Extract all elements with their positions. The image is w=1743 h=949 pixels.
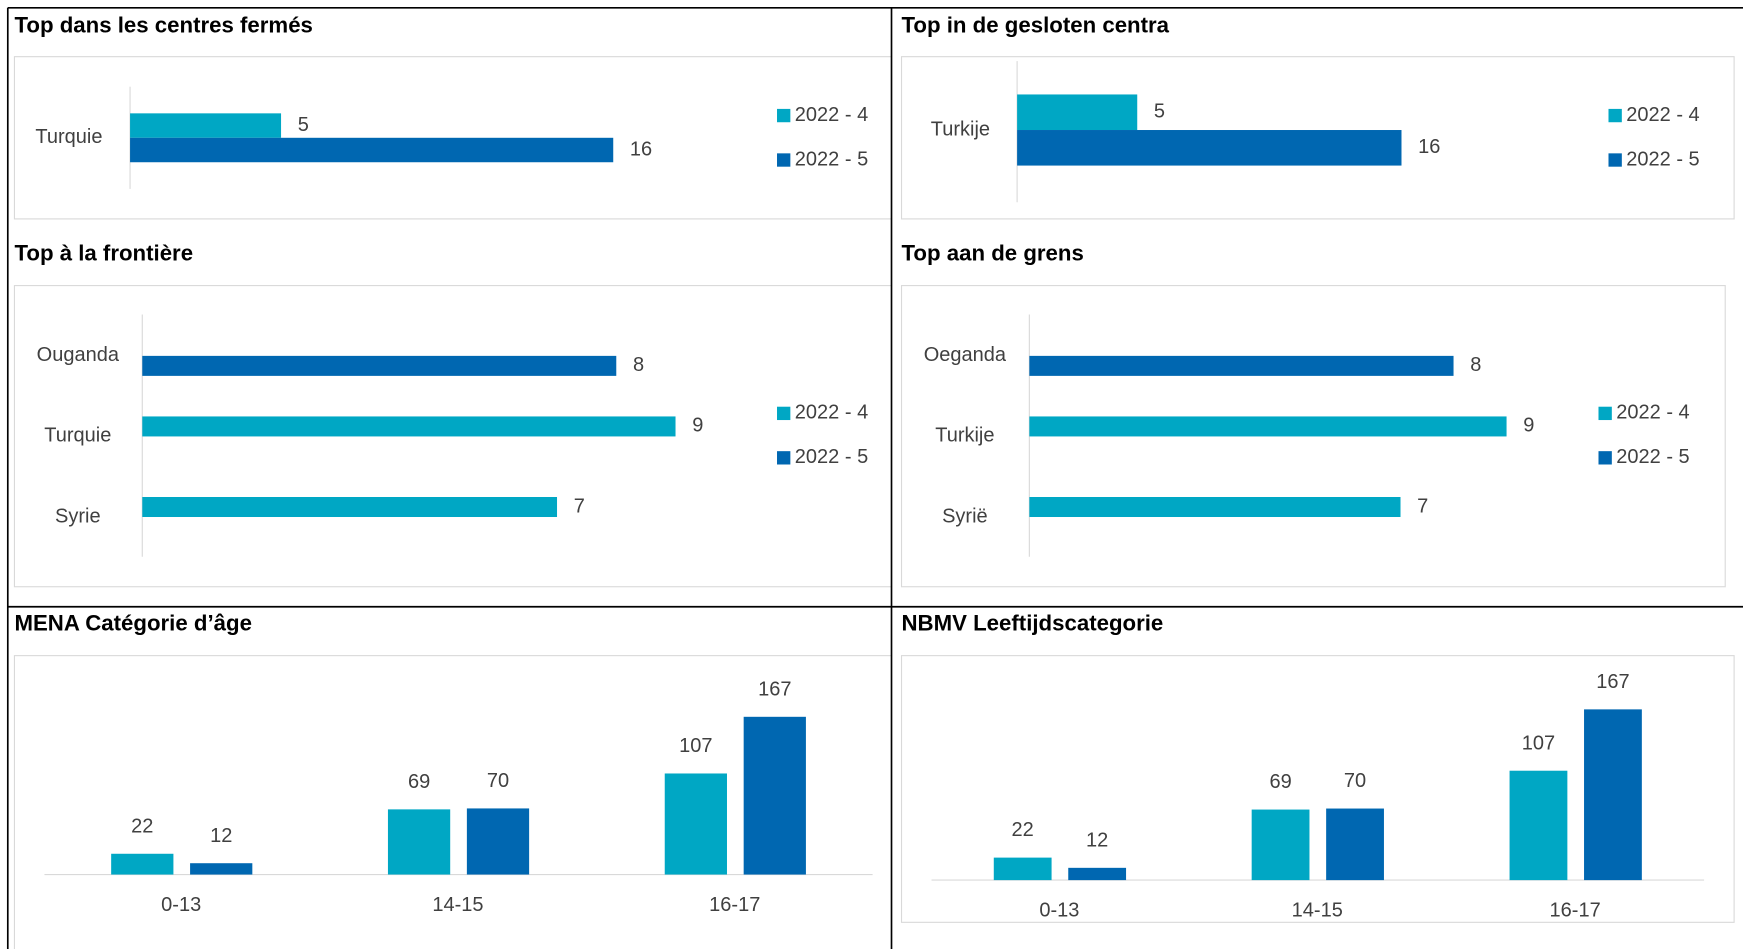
- legend-label: 2022 - 4: [1626, 104, 1699, 126]
- value-label: 69: [1269, 771, 1291, 793]
- bar: [1584, 709, 1642, 881]
- bar: [387, 809, 451, 875]
- category-label: Turquie: [35, 126, 102, 148]
- legend-label: 2022 - 5: [1616, 446, 1689, 468]
- legend-label: 2022 - 4: [795, 104, 868, 126]
- category-label: Turquie: [44, 425, 111, 447]
- bar: [1251, 809, 1310, 881]
- category-label: Turkije: [931, 118, 990, 140]
- value-label: 8: [633, 354, 644, 376]
- value-label: 9: [1523, 415, 1534, 437]
- chart-title: Top dans les centres fermés: [14, 13, 312, 38]
- category-label: Syrië: [942, 505, 988, 527]
- bar: [1017, 94, 1138, 131]
- bar: [1509, 770, 1568, 881]
- value-label: 7: [574, 495, 585, 517]
- category-label: Ouganda: [37, 344, 120, 366]
- bar: [190, 863, 253, 875]
- value-label: 5: [298, 114, 309, 136]
- legend-swatch: [777, 451, 791, 465]
- value-label: 22: [1012, 819, 1034, 841]
- bar: [142, 416, 676, 437]
- bar: [466, 808, 530, 875]
- bar: [142, 355, 617, 376]
- x-tick-label: 16-17: [1550, 900, 1601, 922]
- value-label: 16: [1418, 136, 1440, 158]
- value-label: 107: [679, 735, 712, 757]
- value-label: 12: [1086, 829, 1108, 851]
- chart-frame: [900, 285, 1726, 588]
- x-tick-label: 0-13: [161, 894, 201, 916]
- legend-swatch: [777, 153, 791, 167]
- bar: [1029, 497, 1401, 518]
- chart-title: Top in de gesloten centra: [902, 13, 1170, 38]
- bar: [664, 773, 727, 875]
- value-label: 107: [1522, 732, 1555, 754]
- chart-title: NBMV Leeftijdscategorie: [902, 610, 1164, 635]
- legend-swatch: [777, 108, 791, 123]
- chart-title: Top aan de grens: [902, 240, 1084, 265]
- panel-frames: [6, 6, 1743, 949]
- value-label: 167: [1596, 671, 1629, 693]
- value-label: 22: [131, 815, 153, 837]
- value-label: 5: [1154, 101, 1165, 123]
- value-label: 8: [1470, 354, 1481, 376]
- legend-label: 2022 - 5: [1626, 148, 1699, 170]
- bar: [111, 853, 174, 875]
- bar: [993, 857, 1052, 881]
- value-label: 16: [630, 138, 652, 160]
- legend-label: 2022 - 4: [795, 402, 868, 424]
- value-label: 9: [692, 415, 703, 437]
- legend-swatch: [1598, 406, 1612, 421]
- chart-frame: [900, 655, 1735, 923]
- x-tick-label: 14-15: [1292, 900, 1343, 922]
- bar: [130, 113, 282, 138]
- value-label: 167: [758, 678, 791, 700]
- value-label: 12: [210, 825, 232, 847]
- legend-label: 2022 - 5: [795, 446, 868, 468]
- bar: [130, 137, 614, 163]
- bar: [1017, 130, 1402, 166]
- x-tick-label: 16-17: [709, 894, 760, 916]
- chart-frame: [900, 56, 1735, 220]
- bar: [1068, 867, 1127, 881]
- bar: [142, 497, 558, 518]
- legend-swatch: [1608, 108, 1622, 123]
- category-label: Syrie: [55, 505, 101, 527]
- bar: [1029, 416, 1507, 437]
- x-tick-label: 14-15: [432, 894, 483, 916]
- legend-label: 2022 - 5: [795, 148, 868, 170]
- chart-title: MENA Catégorie d’âge: [14, 610, 251, 635]
- legend-swatch: [1598, 451, 1612, 465]
- x-tick-label: 0-13: [1039, 900, 1079, 922]
- value-label: 70: [487, 770, 509, 792]
- category-label: Turkije: [935, 425, 994, 447]
- category-label: Oeganda: [924, 344, 1007, 366]
- value-label: 70: [1344, 770, 1366, 792]
- bar: [1029, 355, 1454, 376]
- bar: [1326, 808, 1384, 881]
- bar: [743, 716, 806, 875]
- legend-swatch: [777, 406, 791, 421]
- legend-swatch: [1608, 153, 1622, 167]
- chart-title: Top à la frontière: [14, 240, 193, 265]
- legend-label: 2022 - 4: [1616, 402, 1689, 424]
- value-label: 69: [408, 771, 430, 793]
- value-label: 7: [1417, 495, 1428, 517]
